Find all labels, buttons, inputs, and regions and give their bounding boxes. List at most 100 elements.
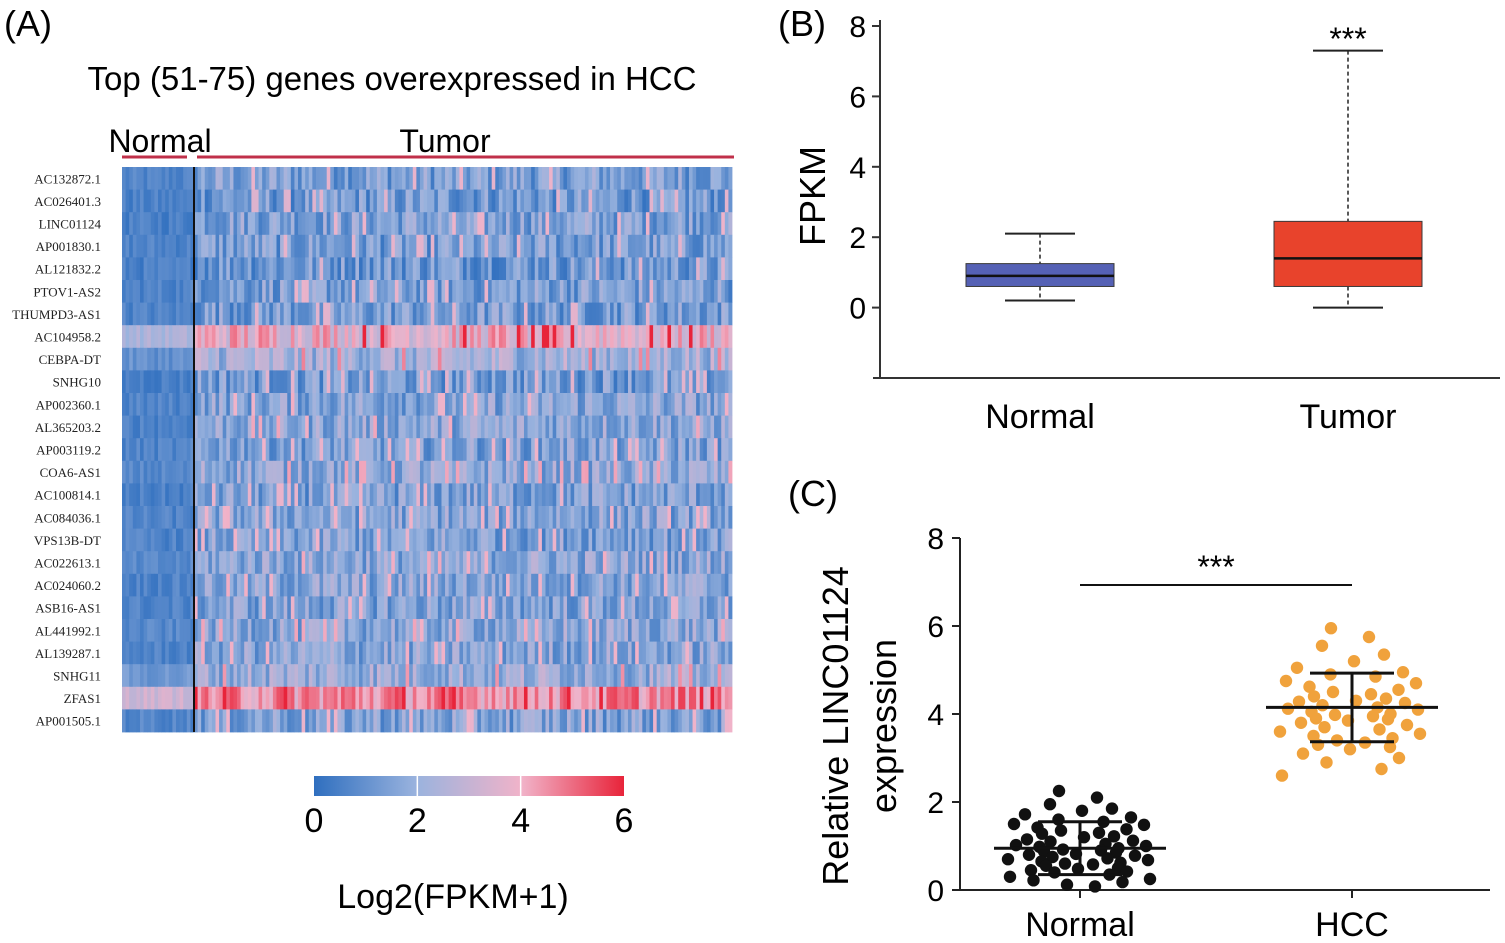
heatmap-cell bbox=[531, 393, 536, 416]
heatmap-cell bbox=[186, 619, 191, 642]
heatmap-cell bbox=[452, 167, 457, 190]
b-y-tick-label: 4 bbox=[849, 152, 866, 185]
heatmap-cell bbox=[244, 189, 249, 213]
b-y-label: FPKM bbox=[792, 146, 833, 246]
heatmap-cell bbox=[398, 438, 403, 462]
heatmap-cell bbox=[409, 280, 414, 303]
heatmap-cell bbox=[315, 234, 320, 258]
heatmap-cell bbox=[602, 664, 607, 688]
heatmap-cell bbox=[430, 325, 435, 349]
heatmap-cell bbox=[315, 393, 320, 416]
heatmap-cell bbox=[337, 167, 342, 190]
heatmap-cell bbox=[606, 212, 611, 236]
heatmap-cell bbox=[491, 189, 496, 213]
heatmap-cell bbox=[488, 596, 493, 620]
heatmap-cell bbox=[721, 257, 726, 281]
heatmap-cell bbox=[559, 596, 564, 620]
heatmap-cell bbox=[624, 619, 629, 642]
heatmap-cell bbox=[358, 347, 363, 371]
heatmap-cell bbox=[696, 619, 701, 642]
heatmap-cell bbox=[358, 438, 363, 462]
heatmap-cell bbox=[201, 528, 206, 552]
heatmap-cell bbox=[688, 664, 693, 688]
heatmap-cell bbox=[480, 528, 485, 552]
heatmap-cell bbox=[373, 528, 378, 552]
heatmap-cell bbox=[534, 619, 539, 642]
heatmap-cell bbox=[172, 415, 177, 439]
c-point bbox=[1120, 865, 1134, 878]
heatmap-cell bbox=[606, 415, 611, 439]
heatmap-cell bbox=[125, 347, 130, 371]
heatmap-cell bbox=[419, 167, 424, 190]
heatmap-cell bbox=[681, 325, 686, 349]
heatmap-cell bbox=[290, 325, 295, 349]
heatmap-cell bbox=[513, 415, 518, 439]
heatmap-cell bbox=[161, 686, 166, 710]
heatmap-cell bbox=[671, 167, 676, 190]
heatmap-cell bbox=[434, 167, 439, 190]
heatmap-cell bbox=[445, 280, 450, 303]
heatmap-cell bbox=[477, 709, 482, 733]
heatmap-cell bbox=[495, 370, 500, 394]
heatmap-cell bbox=[495, 483, 500, 507]
heatmap-cell bbox=[703, 483, 708, 507]
heatmap-cell bbox=[699, 596, 704, 620]
heatmap-cell bbox=[434, 257, 439, 281]
heatmap-cell bbox=[122, 280, 126, 303]
heatmap-cell bbox=[308, 257, 313, 281]
heatmap-cell bbox=[330, 280, 335, 303]
heatmap-cell bbox=[280, 664, 285, 688]
heatmap-cell bbox=[190, 483, 195, 507]
heatmap-cell bbox=[323, 709, 328, 733]
heatmap-cell bbox=[584, 415, 589, 439]
heatmap-cell bbox=[183, 619, 188, 642]
heatmap-cell bbox=[405, 664, 410, 688]
heatmap-cell bbox=[341, 370, 346, 394]
heatmap-cell bbox=[545, 415, 550, 439]
heatmap-cell bbox=[696, 641, 701, 665]
heatmap-cell bbox=[229, 641, 234, 665]
heatmap-cell bbox=[466, 167, 471, 190]
heatmap-cell bbox=[495, 438, 500, 462]
heatmap-cell bbox=[308, 528, 313, 552]
heatmap-cell bbox=[552, 686, 557, 710]
heatmap-cell bbox=[122, 393, 126, 416]
heatmap-cell bbox=[663, 234, 668, 258]
heatmap-cell bbox=[305, 415, 310, 439]
heatmap-cell bbox=[269, 393, 274, 416]
heatmap-cell bbox=[233, 302, 238, 326]
heatmap-cell bbox=[437, 234, 442, 258]
heatmap-cell bbox=[437, 686, 442, 710]
heatmap-cell bbox=[545, 686, 550, 710]
c-point bbox=[1001, 853, 1015, 866]
gene-label: AL139287.1 bbox=[35, 646, 101, 661]
heatmap-cell bbox=[136, 234, 141, 258]
heatmap-cell bbox=[176, 280, 180, 303]
heatmap-cell bbox=[645, 325, 650, 349]
heatmap-cell bbox=[653, 234, 658, 258]
heatmap-cell bbox=[642, 619, 647, 642]
heatmap-cell bbox=[251, 483, 256, 507]
heatmap-cell bbox=[581, 189, 586, 213]
heatmap-cell bbox=[147, 212, 152, 236]
heatmap-cell bbox=[459, 551, 464, 575]
heatmap-cell bbox=[222, 573, 227, 597]
heatmap-cell bbox=[398, 302, 403, 326]
heatmap-cell bbox=[409, 460, 414, 484]
heatmap-cell bbox=[244, 641, 249, 665]
heatmap-cell bbox=[211, 415, 216, 439]
heatmap-cell bbox=[150, 167, 155, 190]
heatmap-cell bbox=[136, 483, 141, 507]
heatmap-cell bbox=[434, 347, 439, 371]
heatmap-cell bbox=[498, 596, 503, 620]
heatmap-cell bbox=[341, 573, 346, 597]
heatmap-cell bbox=[434, 664, 439, 688]
heatmap-cell bbox=[624, 641, 629, 665]
heatmap-cell bbox=[685, 686, 690, 710]
heatmap-cell bbox=[452, 686, 457, 710]
heatmap-cell bbox=[567, 393, 571, 416]
heatmap-cell bbox=[656, 641, 661, 665]
heatmap-cell bbox=[649, 370, 654, 394]
heatmap-cell bbox=[366, 302, 371, 326]
heatmap-cell bbox=[674, 438, 679, 462]
